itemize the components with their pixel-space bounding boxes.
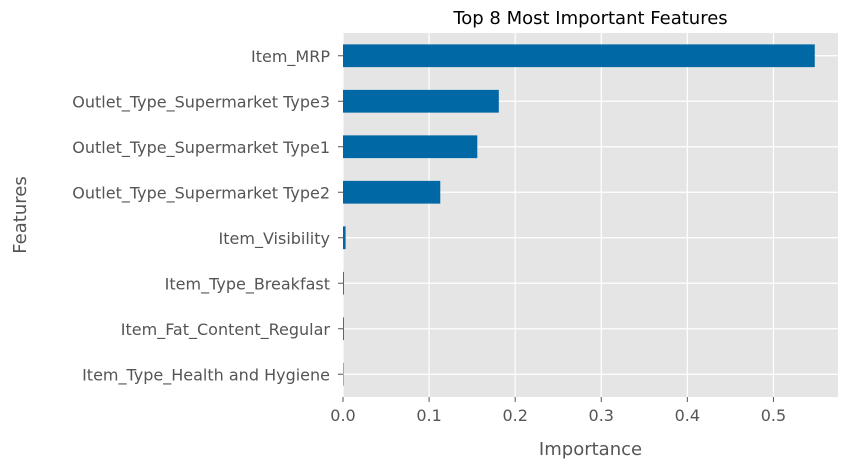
- y-tick-label: Outlet_Type_Supermarket Type3: [72, 92, 330, 112]
- y-axis-label: Features: [10, 176, 31, 253]
- x-tick-label: 0.4: [675, 406, 700, 425]
- grid-lines: [342, 33, 838, 397]
- bar-item-fat-content-regular: [343, 317, 344, 341]
- bars: [343, 44, 815, 386]
- y-tick-label: Item_Type_Health and Hygiene: [82, 365, 330, 385]
- x-axis-label: Importance: [539, 439, 642, 460]
- bar-item-mrp: [343, 44, 815, 68]
- chart-title: Top 8 Most Important Features: [452, 8, 727, 29]
- y-tick-labels: Item_MRP Outlet_Type_Supermarket Type3 Out…: [72, 47, 343, 385]
- y-tick-label: Item_MRP: [251, 47, 330, 67]
- x-tick-label: 0.3: [589, 406, 614, 425]
- y-tick-label: Item_Type_Breakfast: [165, 274, 330, 294]
- x-tick-label: 0.0: [330, 406, 355, 425]
- plot-area: [343, 33, 838, 397]
- x-tick-label: 0.1: [416, 406, 441, 425]
- y-tick-label: Item_Fat_Content_Regular: [121, 320, 331, 340]
- y-tick-label: Outlet_Type_Supermarket Type2: [72, 183, 330, 203]
- y-tick-label: Item_Visibility: [219, 229, 330, 249]
- bar-item-visibility: [343, 226, 346, 250]
- x-tick-labels: 0.0 0.1 0.2 0.3 0.4 0.5: [330, 397, 786, 425]
- x-tick-label: 0.5: [761, 406, 786, 425]
- bar-outlet-type-supermarket-type2: [343, 180, 441, 204]
- y-tick-label: Outlet_Type_Supermarket Type1: [72, 138, 330, 158]
- x-tick-label: 0.2: [502, 406, 527, 425]
- bar-outlet-type-supermarket-type1: [343, 135, 478, 159]
- bar-outlet-type-supermarket-type3: [343, 89, 499, 113]
- bar-item-type-breakfast: [343, 271, 344, 295]
